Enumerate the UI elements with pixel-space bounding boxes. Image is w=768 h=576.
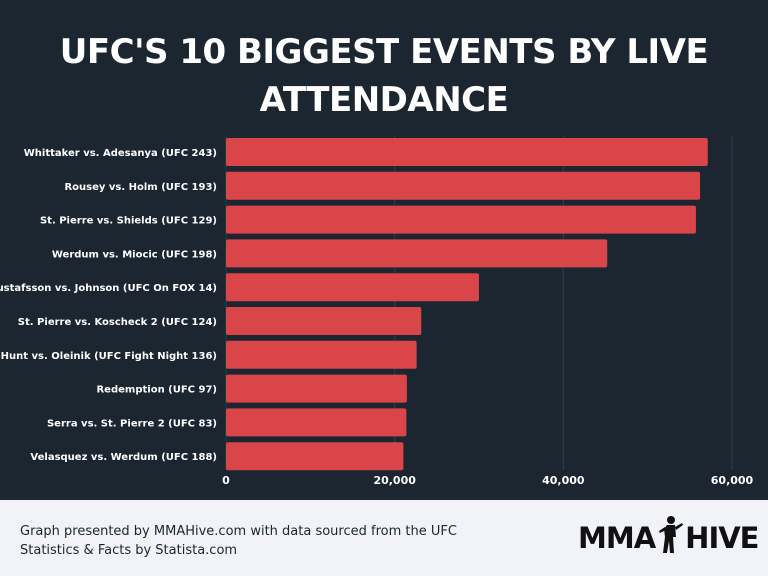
category-labels: Whittaker vs. Adesanya (UFC 243) Rousey v… xyxy=(0,148,217,463)
category-label: Whittaker vs. Adesanya (UFC 243) xyxy=(24,148,217,159)
bar xyxy=(226,374,407,403)
logo-text-mma: MMA xyxy=(578,521,656,555)
category-label: Werdum vs. Miocic (UFC 198) xyxy=(52,249,217,260)
bar xyxy=(226,171,701,200)
chart-title: UFC'S 10 BIGGEST EVENTS BY LIVE ATTENDAN… xyxy=(59,32,709,120)
mmahive-logo: MMA HIVE xyxy=(578,515,760,558)
category-label: Rousey vs. Holm (UFC 193) xyxy=(64,182,217,193)
bar-chart: Whittaker vs. Adesanya (UFC 243) Rousey v… xyxy=(0,136,754,487)
source-note: Graph presented by MMAHive.com with data… xyxy=(20,524,457,558)
x-axis-ticks: 0 20,000 40,000 60,000 xyxy=(222,474,753,487)
bar xyxy=(226,273,479,302)
footer: Graph presented by MMAHive.com with data… xyxy=(0,500,768,576)
category-label: Gustafsson vs. Johnson (UFC On FOX 14) xyxy=(0,283,217,294)
bar xyxy=(226,442,404,471)
x-tick-label: 20,000 xyxy=(373,474,416,487)
bar xyxy=(226,239,608,268)
category-label: Hunt vs. Oleinik (UFC Fight Night 136) xyxy=(1,351,217,362)
x-tick-label: 40,000 xyxy=(542,474,585,487)
x-tick-label: 0 xyxy=(222,474,230,487)
bar xyxy=(226,408,407,437)
chart-panel: UFC'S 10 BIGGEST EVENTS BY LIVE ATTENDAN… xyxy=(0,0,768,500)
logo-text-hive: HIVE xyxy=(685,521,759,555)
bar xyxy=(226,205,696,234)
category-label: Serra vs. St. Pierre 2 (UFC 83) xyxy=(47,418,217,429)
x-tick-label: 60,000 xyxy=(711,474,754,487)
bar xyxy=(226,307,422,335)
fighter-silhouette-icon xyxy=(657,515,684,562)
category-label: St. Pierre vs. Shields (UFC 129) xyxy=(40,216,217,227)
bars xyxy=(226,138,708,471)
category-label: St. Pierre vs. Koscheck 2 (UFC 124) xyxy=(18,317,217,328)
bar xyxy=(226,138,708,166)
category-label: Velasquez vs. Werdum (UFC 188) xyxy=(30,452,217,463)
category-label: Redemption (UFC 97) xyxy=(96,385,217,396)
bar xyxy=(226,340,417,369)
